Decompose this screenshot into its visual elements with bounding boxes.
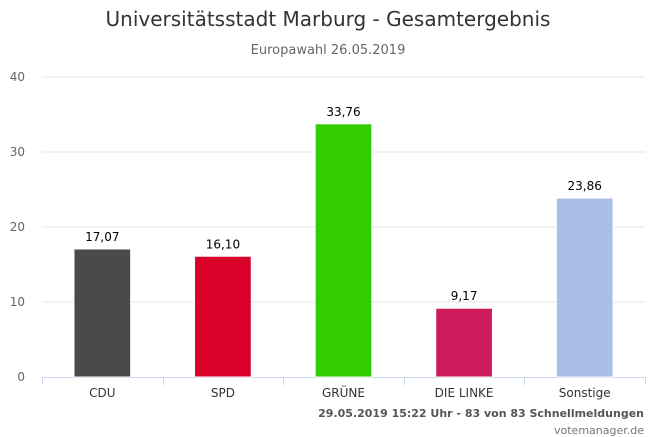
- data-label: 33,76: [326, 105, 360, 119]
- data-labels: 17,07 16,10 33,76 9,17 23,86: [85, 105, 602, 303]
- x-tick-label: DIE LINKE: [435, 386, 494, 400]
- update-status-text: 29.05.2019 15:22 Uhr - 83 von 83 Schnell…: [318, 407, 644, 420]
- chart-title: Universitätsstadt Marburg - Gesamtergebn…: [105, 7, 551, 31]
- y-axis: 0 10 20 30 40: [10, 70, 25, 384]
- chart-subtitle: Europawahl 26.05.2019: [250, 43, 406, 58]
- x-tick-labels: CDU SPD GRÜNE DIE LINKE Sonstige: [89, 384, 611, 400]
- y-tick-label: 30: [10, 145, 25, 159]
- bar-cdu[interactable]: [73, 248, 132, 378]
- y-tick-label: 10: [10, 295, 25, 309]
- y-tick-label: 0: [17, 370, 25, 384]
- x-tick-label: Sonstige: [559, 386, 611, 400]
- x-tick-label: CDU: [89, 386, 115, 400]
- data-label: 9,17: [451, 289, 478, 303]
- y-tick-label: 20: [10, 220, 25, 234]
- bar-gr-ne[interactable]: [314, 123, 373, 378]
- data-label: 23,86: [568, 179, 602, 193]
- y-tick-label: 40: [10, 70, 25, 84]
- data-label: 17,07: [85, 230, 119, 244]
- bar-sonstige[interactable]: [555, 197, 614, 378]
- x-tick-label: GRÜNE: [322, 384, 365, 400]
- x-axis: [42, 377, 646, 385]
- source-credit: votemanager.de: [554, 424, 644, 437]
- bar-spd[interactable]: [194, 255, 252, 378]
- data-label: 16,10: [206, 237, 240, 251]
- bar-die-linke[interactable]: [435, 307, 493, 378]
- bars: [73, 123, 614, 378]
- x-tick-label: SPD: [211, 386, 235, 400]
